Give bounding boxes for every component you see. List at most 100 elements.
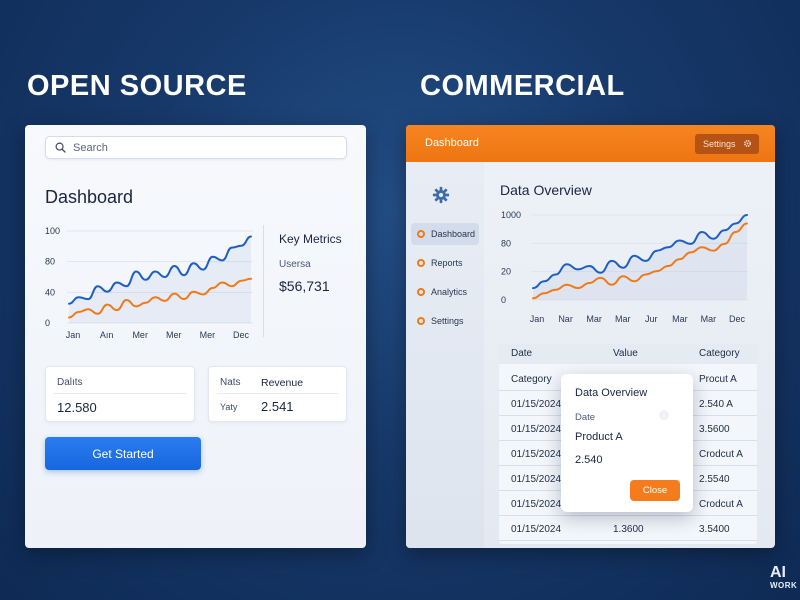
modal-title: Data Overview (575, 387, 648, 399)
stat-card-b-label-b: Revenue (261, 377, 304, 389)
close-button[interactable]: Close (630, 480, 680, 501)
y-tick-label: 40 (45, 287, 55, 297)
blue-series-line (532, 214, 748, 290)
watermark-line2: WORK (770, 581, 798, 590)
x-tick-label: Aın (100, 330, 114, 340)
y-tick-label: 80 (45, 257, 55, 267)
key-metrics-value: $56,731 (279, 278, 330, 294)
row-divider (499, 515, 757, 516)
card-divider (217, 393, 338, 394)
sidebar-item-label: Settings (431, 316, 464, 326)
table-cell: 01/15/2024 (511, 524, 562, 535)
modal-hint-dot (659, 410, 669, 420)
header-category[interactable]: Category (699, 348, 740, 359)
stat-card-b: Nats Revenue Yaty 2.541 (208, 366, 347, 422)
data-overview-title: Data Overview (500, 182, 592, 198)
modal-value: 2.540 (575, 454, 603, 466)
stat-card-a: Dalıts 12.580 (45, 366, 195, 422)
stat-card-a-value: 12.580 (57, 400, 97, 415)
sidebar: Dashboard Reports Analytics Settings (406, 162, 484, 548)
sidebar-item-settings[interactable]: Settings (411, 310, 479, 332)
table-cell: Crodcut A (699, 499, 743, 510)
key-metrics-title: Key Metrics (279, 232, 342, 246)
top-bar: Dashboard Settings (406, 125, 775, 162)
table-cell: 2.5540 (699, 474, 730, 485)
table-cell: Procut A (699, 374, 737, 385)
x-tick-label: Jur (645, 314, 658, 324)
stat-card-b-value: 2.541 (261, 399, 294, 414)
orange-series-line (532, 222, 748, 300)
gear-icon (744, 140, 751, 147)
table-header: Date Value Category (499, 344, 757, 364)
topbar-title: Dashboard (425, 137, 479, 149)
header-date[interactable]: Date (511, 348, 533, 359)
y-tick-label: 1000 (501, 210, 521, 220)
table-cell: 3.5600 (699, 424, 730, 435)
table-cell: 1.3600 (613, 524, 644, 535)
x-tick-label: Jan (66, 330, 81, 340)
circle-icon (417, 259, 425, 267)
sidebar-item-analytics[interactable]: Analytics (411, 281, 479, 303)
circle-icon (417, 230, 425, 238)
commercial-heading: COMMERCIAL (420, 70, 625, 102)
stat-card-b-sub: Yaty (220, 402, 238, 412)
settings-button[interactable]: Settings (695, 134, 759, 154)
y-tick-label: 20 (501, 267, 511, 277)
orange-series-line (68, 277, 252, 319)
x-tick-label: Mer (200, 330, 216, 340)
watermark-logo: AI WORK (770, 564, 798, 591)
sidebar-item-label: Dashboard (431, 229, 476, 239)
series-area (69, 236, 251, 323)
circle-icon (417, 288, 425, 296)
x-tick-label: Nar (558, 314, 573, 324)
table-cell: Crodcut A (699, 449, 743, 460)
table-cell: 01/15/2024 (511, 499, 562, 510)
table-cell: Category (511, 374, 552, 385)
open-source-line-chart: 100 80 40 0 Jan Aın Mer Mer Mer Dec (45, 226, 253, 340)
table-cell: 01/15/2024 (511, 449, 562, 460)
header-value[interactable]: Value (613, 348, 638, 359)
table-cell: 01/15/2024 (511, 424, 562, 435)
open-source-panel: Dashboard 100 80 40 0 Jan Aın Mer Mer Mer Dec Key… (25, 125, 366, 548)
settings-button-label: Settings (703, 139, 736, 149)
table-cell: 01/15/2024 (511, 474, 562, 485)
x-tick-label: Dec (233, 330, 250, 340)
dashboard-title: Dashboard (45, 187, 134, 207)
commercial-line-chart: 1000 80 20 0 Jan Nar Mar Mar Jur Mar Mar Dec (501, 210, 749, 324)
y-tick-label: 80 (501, 238, 511, 248)
y-tick-label: 100 (45, 226, 60, 236)
x-tick-label: Mer (132, 330, 148, 340)
table-cell: 3.5400 (699, 524, 730, 535)
series-area (533, 215, 747, 300)
open-source-heading: OPEN SOURCE (27, 70, 247, 102)
x-tick-label: Mar (615, 314, 631, 324)
x-tick-label: Mar (672, 314, 688, 324)
modal-date-label: Date (575, 412, 596, 423)
x-tick-label: Dec (729, 314, 746, 324)
data-overview-modal: Data Overview Date Product A 2.540 Close (561, 374, 693, 512)
get-started-button[interactable]: Get Started (45, 437, 201, 470)
watermark-line1: AI (770, 564, 786, 581)
row-divider (499, 540, 757, 541)
search-box[interactable] (45, 136, 347, 159)
search-icon (55, 142, 66, 153)
x-tick-label: Mar (586, 314, 602, 324)
table-cell: 01/15/2024 (511, 399, 562, 410)
table-cell: 2.540 A (699, 399, 733, 410)
modal-product: Product A (575, 431, 623, 443)
x-tick-label: Jan (530, 314, 545, 324)
blue-series-line (68, 235, 252, 305)
sidebar-item-dashboard[interactable]: Dashboard (411, 223, 479, 245)
y-tick-label: 0 (45, 318, 50, 328)
key-metrics-label: Usersa (279, 259, 311, 270)
y-tick-label: 0 (501, 295, 506, 305)
commercial-panel: Dashboard Settings (406, 125, 775, 548)
sidebar-item-reports[interactable]: Reports (411, 252, 479, 274)
circle-icon (417, 317, 425, 325)
card-divider (54, 393, 186, 394)
vertical-divider (263, 225, 264, 337)
search-input[interactable] (73, 141, 313, 154)
stat-card-b-label-a: Nats (220, 377, 241, 388)
gear-icon (432, 186, 450, 204)
sidebar-item-label: Reports (431, 258, 463, 268)
